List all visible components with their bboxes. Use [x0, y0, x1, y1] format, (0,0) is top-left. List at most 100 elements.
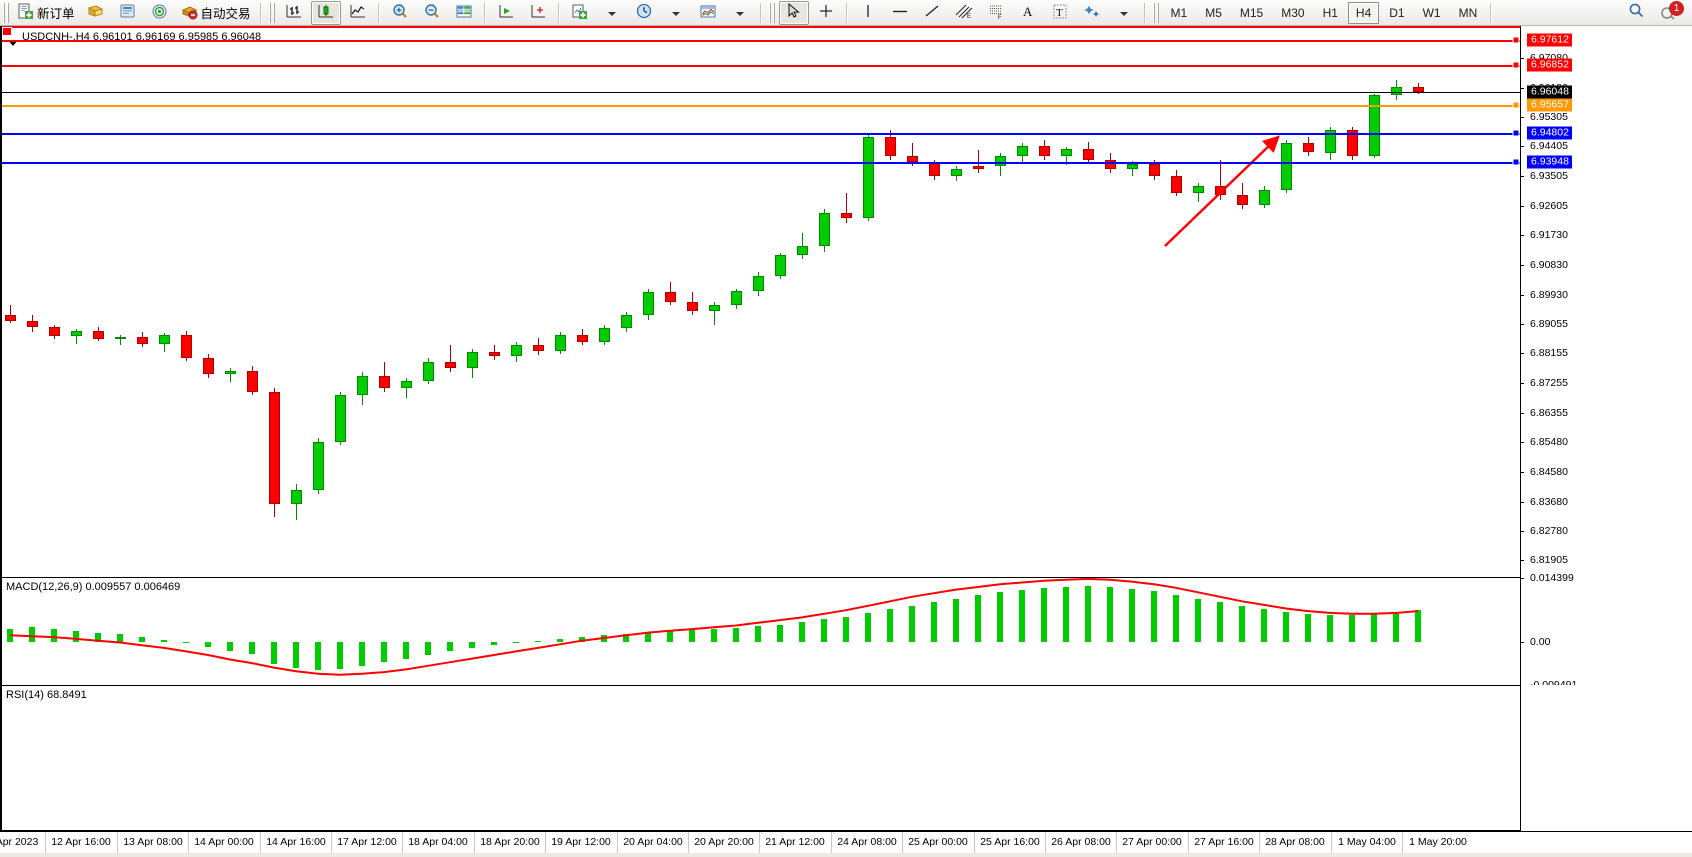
price-level-line[interactable] — [2, 91, 1520, 93]
time-gridline — [1295, 578, 1296, 685]
search-button[interactable] — [1622, 1, 1652, 25]
templates-dropdown[interactable] — [725, 1, 755, 25]
time-gridline — [1367, 578, 1368, 685]
signals-button[interactable] — [145, 1, 175, 25]
new-order-button[interactable]: 新订单 — [13, 1, 79, 25]
price-level-line[interactable] — [2, 104, 1520, 107]
price-level-label[interactable]: 6.95657 — [1527, 98, 1572, 112]
fibonacci-button[interactable]: F — [981, 1, 1011, 25]
time-gridline — [938, 578, 939, 685]
price-level-label[interactable]: 6.94802 — [1527, 126, 1572, 140]
price-level-handle[interactable] — [1512, 61, 1520, 69]
price-level-handle[interactable] — [1512, 36, 1520, 44]
auto-trading-button[interactable]: 自动交易 — [177, 1, 255, 25]
line-chart-button[interactable] — [343, 1, 373, 25]
toolbar-grip-3[interactable] — [768, 2, 776, 23]
price-level-label[interactable]: 6.96852 — [1527, 58, 1572, 72]
macd-pane[interactable]: MACD(12,26,9) 0.009557 0.006469 0.014399… — [0, 572, 1692, 691]
trendline-button[interactable] — [917, 1, 947, 25]
zoom-out-button[interactable] — [417, 1, 447, 25]
new-order-icon — [17, 3, 34, 23]
candle-body — [1127, 163, 1138, 170]
price-level-handle[interactable] — [1512, 158, 1520, 165]
text-button[interactable]: A — [1013, 1, 1043, 25]
horizontal-line-button[interactable] — [885, 1, 915, 25]
time-tick-separator — [331, 832, 332, 853]
macd-pane-top-border — [2, 577, 1520, 578]
price-level-line[interactable] — [2, 133, 1520, 136]
macd-plot[interactable] — [2, 578, 1520, 685]
chart-shift-button[interactable] — [523, 1, 553, 25]
price-level-line[interactable] — [2, 40, 1520, 43]
time-axis[interactable]: 12 Apr 2023 12 Apr 16:00 13 Apr 08:00 14 Ap… — [0, 831, 1692, 854]
timeframe-m1[interactable]: M1 — [1170, 5, 1188, 20]
equidistant-channel-button[interactable]: E — [949, 1, 979, 25]
timeframe-m30[interactable]: M30 — [1281, 5, 1305, 20]
candle-body — [1281, 143, 1292, 190]
price-level-line[interactable] — [2, 65, 1520, 68]
timeframe-mn[interactable]: MN — [1458, 5, 1478, 20]
periods-button[interactable] — [629, 1, 659, 25]
price-level-label[interactable]: 6.93948 — [1527, 155, 1572, 168]
history-button[interactable] — [81, 1, 111, 25]
price-level-label[interactable]: 6.97612 — [1527, 33, 1572, 47]
chart-window-handle[interactable] — [2, 27, 12, 36]
candle-body — [995, 156, 1006, 167]
time-tick-label: 21 Apr 12:00 — [765, 836, 825, 848]
zoom-in-icon — [391, 3, 409, 23]
zoom-in-button[interactable] — [385, 1, 415, 25]
data-window-button[interactable] — [449, 1, 479, 25]
price-tick-label: 6.94405 — [1530, 140, 1568, 153]
candle-body — [247, 371, 258, 392]
indicators-dropdown[interactable] — [597, 1, 627, 25]
time-tick-label: 28 Apr 08:00 — [1265, 836, 1325, 848]
timeframe-d1[interactable]: D1 — [1389, 5, 1405, 20]
rsi-pane[interactable]: RSI(14) 68.8491 — [0, 685, 1692, 831]
periods-dropdown[interactable] — [661, 1, 691, 25]
price-axis[interactable]: 6.970806.961806.953056.944056.935056.926… — [1520, 26, 1688, 577]
indicators-button[interactable] — [565, 1, 595, 25]
candle-wick — [406, 378, 407, 399]
price-level-handle[interactable] — [1512, 129, 1520, 137]
price-level-label[interactable]: 6.96048 — [1527, 85, 1572, 99]
toolbar-grip-4[interactable] — [1152, 2, 1160, 23]
time-gridline — [510, 686, 511, 830]
cursor-button[interactable] — [778, 0, 809, 25]
price-pane[interactable]: USDCNH-,H4 6.96101 6.96169 6.95985 6.960… — [0, 26, 1692, 577]
bar-chart-button[interactable] — [279, 1, 309, 25]
notifications-button[interactable]: 1 — [1654, 0, 1684, 25]
candle-wick — [846, 192, 847, 223]
price-tick-mark — [1520, 205, 1524, 207]
timeframe-m15[interactable]: M15 — [1239, 5, 1264, 20]
vertical-line-button[interactable] — [853, 1, 883, 25]
periods-icon — [635, 3, 653, 23]
macd-histogram-bar — [315, 642, 321, 671]
chevron-down-icon-4 — [1119, 6, 1128, 20]
text-label-button[interactable]: T — [1045, 1, 1075, 25]
timeframe-h4[interactable]: H4 — [1347, 1, 1380, 24]
up-arrow-annotation[interactable] — [2, 28, 1520, 577]
timeframe-m5[interactable]: M5 — [1205, 5, 1222, 20]
crosshair-button[interactable] — [811, 1, 841, 25]
time-gridline — [81, 28, 82, 577]
time-tick-separator — [1116, 832, 1117, 853]
rsi-axis[interactable] — [1520, 685, 1688, 831]
price-level-handle[interactable] — [1512, 101, 1520, 109]
objects-button[interactable] — [1077, 1, 1107, 25]
time-gridline — [653, 686, 654, 830]
candlestick-chart-button[interactable] — [310, 0, 341, 25]
timeframe-w1[interactable]: W1 — [1422, 5, 1441, 20]
toolbar-grip-2[interactable] — [268, 2, 276, 23]
objects-dropdown[interactable] — [1109, 1, 1139, 25]
price-level-line[interactable] — [2, 161, 1520, 164]
terminal-button[interactable] — [113, 1, 143, 25]
candle-body — [1017, 145, 1028, 157]
templates-button[interactable] — [693, 1, 723, 25]
chart-header: USDCNH-,H4 6.96101 6.96169 6.95985 6.960… — [22, 31, 262, 43]
price-plot[interactable] — [2, 28, 1520, 577]
toolbar-grip[interactable] — [3, 2, 10, 23]
timeframe-h1[interactable]: H1 — [1322, 5, 1338, 20]
time-gridline — [438, 686, 439, 830]
auto-scroll-button[interactable] — [491, 1, 521, 25]
